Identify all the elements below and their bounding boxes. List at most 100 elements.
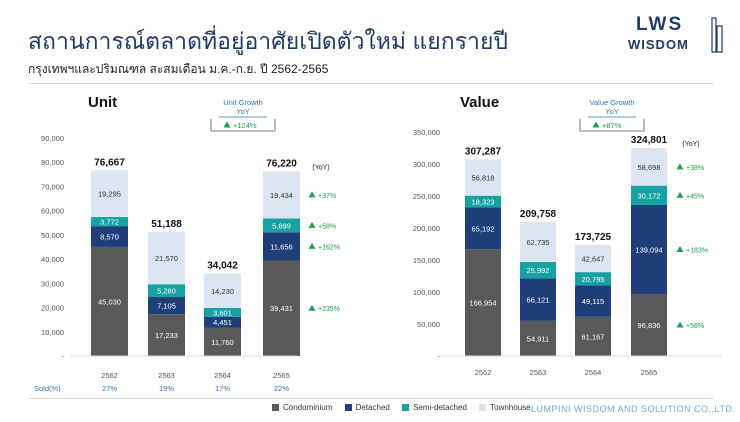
- bar-segment-semi-detached: [520, 261, 556, 279]
- bar-segment-semi-detached: [148, 284, 185, 298]
- bar-segment-detached: [575, 285, 611, 317]
- sold-percent-label: Sold(%): [34, 384, 61, 393]
- growth-up-icon: [676, 246, 684, 253]
- data-label: 11,760: [211, 338, 233, 347]
- growth-up-icon: [676, 191, 684, 198]
- legend-item-semi-detached: Semi-detached: [402, 403, 467, 412]
- page-subtitle: กรุงเทพฯและปริมณฑล สะสมเดือน ม.ค.-ก.ย. ป…: [28, 62, 329, 76]
- growth-up-icon: [308, 304, 316, 311]
- y-tick-label: 100,000: [413, 288, 440, 297]
- data-label: 56,818: [472, 174, 495, 183]
- legend-label: Semi-detached: [413, 403, 467, 412]
- yoy-growth-value: +37%: [318, 193, 336, 200]
- data-label: 65,192: [472, 224, 495, 233]
- data-label: 7,105: [157, 302, 176, 311]
- data-label: 11,656: [270, 242, 292, 251]
- legend-item-detached: Detached: [344, 403, 390, 412]
- data-label: 20,795: [582, 275, 605, 284]
- bar-segment-townhouse: [520, 221, 556, 262]
- bar-segment-condominium: [465, 249, 501, 356]
- x-tick-label: 2564: [585, 368, 602, 377]
- data-label: 49,115: [582, 297, 604, 306]
- data-label: 66,121: [527, 296, 550, 305]
- logo-text-bottom: WISDOM: [628, 37, 689, 52]
- legend-swatch-icon: [402, 404, 410, 411]
- legend-item-condominium: Condominium: [272, 403, 332, 412]
- y-tick-label: 40,000: [41, 255, 64, 264]
- growth-box-label: YoY: [236, 107, 250, 116]
- header-divider: [28, 83, 714, 84]
- legend-swatch-icon: [344, 404, 352, 411]
- growth-up-icon: [223, 121, 231, 128]
- data-label: 3,601: [213, 308, 232, 317]
- legend-label: Detached: [355, 403, 390, 412]
- bar-segment-semi-detached: [263, 218, 300, 233]
- bar-segment-detached: [204, 316, 241, 328]
- bar-segment-semi-detached: [204, 308, 241, 317]
- growth-up-icon: [308, 191, 316, 198]
- footer-divider: [28, 398, 714, 399]
- y-tick-label: 300,000: [413, 160, 440, 169]
- bar-segment-condominium: [204, 327, 241, 356]
- data-label: 58,698: [638, 163, 661, 172]
- data-label: 8,570: [100, 233, 119, 242]
- y-tick-label: -: [438, 352, 441, 361]
- x-tick-label: 2564: [214, 371, 231, 380]
- bar-segment-townhouse: [204, 273, 241, 309]
- bar-segment-townhouse: [465, 159, 501, 196]
- bar-segment-condominium: [631, 294, 667, 356]
- y-tick-label: 90,000: [41, 134, 64, 143]
- y-tick-label: 70,000: [41, 182, 64, 191]
- bar-segment-detached: [631, 205, 667, 295]
- x-tick-label: 2562: [475, 368, 492, 377]
- sold-percent-value: 17%: [215, 384, 230, 393]
- bar-total-label: 76,667: [94, 157, 125, 168]
- yoy-header: (YoY): [682, 141, 699, 148]
- logo-text-top: LWS: [636, 14, 684, 35]
- x-tick-label: 2563: [158, 371, 175, 380]
- yoy-growth-value: +183%: [686, 248, 708, 255]
- data-label: 42,647: [582, 254, 605, 263]
- data-label: 54,911: [527, 334, 549, 343]
- bar-total-label: 76,220: [266, 158, 297, 169]
- data-label: 62,735: [527, 238, 550, 247]
- y-tick-label: 30,000: [41, 279, 64, 288]
- y-tick-label: 10,000: [41, 328, 64, 337]
- data-label: 166,954: [469, 299, 496, 308]
- y-tick-label: 50,000: [417, 320, 440, 329]
- growth-up-icon: [676, 163, 684, 170]
- growth-box-value: +124%: [233, 121, 257, 130]
- y-tick-label: 150,000: [413, 256, 440, 265]
- legend-swatch-icon: [272, 404, 279, 411]
- bar-segment-condominium: [575, 316, 611, 356]
- growth-box-bracket: [579, 119, 645, 132]
- y-tick-label: -: [62, 352, 65, 361]
- growth-up-icon: [308, 242, 316, 249]
- y-tick-label: 80,000: [41, 158, 64, 167]
- y-tick-label: 60,000: [41, 207, 64, 216]
- bar-segment-townhouse: [631, 148, 667, 186]
- legend-swatch-icon: [479, 404, 487, 411]
- yoy-growth-value: +38%: [686, 165, 704, 172]
- sold-percent-value: 19%: [159, 384, 174, 393]
- y-tick-label: 350,000: [413, 128, 440, 137]
- bar-segment-detached: [263, 232, 300, 261]
- x-tick-label: 2565: [273, 371, 290, 380]
- growth-box-bracket: [210, 119, 276, 132]
- bar-segment-condominium: [263, 260, 300, 356]
- data-label: 18,323: [472, 198, 495, 207]
- x-tick-label: 2565: [641, 368, 658, 377]
- yoy-growth-value: +45%: [686, 193, 704, 200]
- x-tick-label: 2563: [530, 368, 547, 377]
- bar-total-label: 173,725: [575, 232, 612, 243]
- bar-total-label: 51,188: [151, 219, 182, 230]
- charts-canvas: Unit - 10,000 20,000 30,000 40,000 50,000 60,00…: [34, 94, 722, 393]
- x-tick-label: 2562: [101, 371, 118, 380]
- y-tick-label: 200,000: [413, 224, 440, 233]
- bar-segment-semi-detached: [575, 272, 611, 286]
- data-label: 14,230: [211, 287, 234, 296]
- bar-segment-townhouse: [91, 170, 128, 218]
- bar-segment-detached: [465, 207, 501, 250]
- data-label: 5,280: [157, 287, 176, 296]
- company-name: LUMPINI WISDOM AND SOLUTION CO.,LTD.: [531, 404, 736, 414]
